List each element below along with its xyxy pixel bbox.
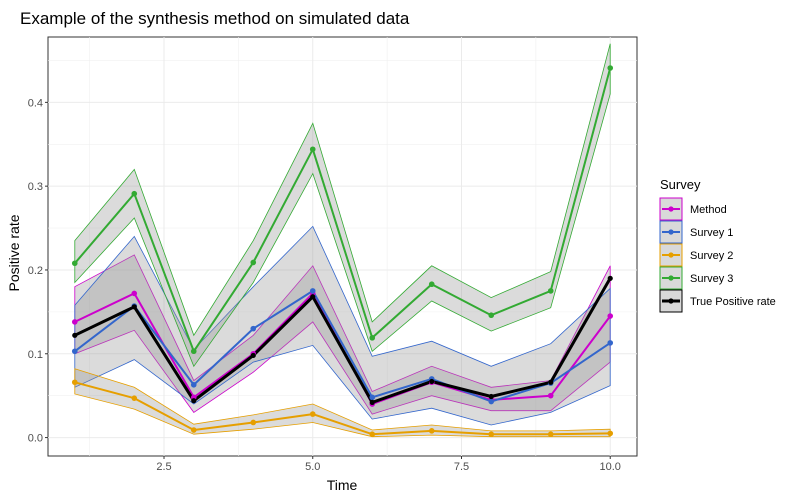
true-positive-rate-point	[310, 294, 316, 300]
legend-label-survey-1: Survey 1	[690, 227, 733, 239]
x-tick-label: 7.5	[454, 461, 469, 473]
true-positive-rate-point	[429, 378, 435, 385]
survey-3-point	[369, 335, 376, 341]
survey-3-point	[190, 348, 197, 355]
survey-3-point	[547, 288, 554, 294]
true-positive-rate-point	[548, 379, 554, 385]
legend-title: Survey	[660, 177, 701, 192]
true-positive-rate-point	[131, 304, 137, 310]
survey-2-point	[369, 431, 376, 438]
legend-key-point	[668, 275, 674, 281]
survey-1-point	[309, 288, 316, 294]
survey-1-point	[250, 325, 257, 332]
legend-key-point	[668, 229, 674, 235]
y-tick-label: 0.0	[28, 433, 43, 445]
survey-1-point	[369, 394, 376, 401]
method-point	[607, 313, 614, 319]
legend-label-survey-2: Survey 2	[690, 250, 733, 262]
x-tick-label: 10.0	[600, 461, 621, 473]
series-points	[71, 65, 614, 438]
survey-2-point	[428, 428, 435, 434]
survey-2-point	[131, 395, 138, 401]
true-positive-rate-point	[488, 393, 494, 400]
legend-key-point	[668, 298, 674, 304]
method-point	[131, 290, 138, 297]
method-point	[71, 319, 78, 325]
survey-3-point	[607, 65, 614, 71]
legend-label-survey-3: Survey 3	[690, 273, 733, 285]
survey-1-line	[74, 289, 611, 403]
y-axis: 0.0 0.1 0.2 0.3 0.4	[28, 97, 48, 445]
true-positive-rate-point	[191, 398, 197, 404]
method-point	[547, 392, 554, 399]
survey-2-line	[74, 381, 611, 436]
survey-1-band	[74, 225, 611, 426]
true-positive-rate-line	[74, 277, 612, 404]
true-positive-rate-point	[250, 352, 256, 359]
x-axis-title: Time	[327, 477, 358, 493]
y-tick-label: 0.3	[28, 181, 43, 193]
legend-label-method: Method	[690, 204, 727, 216]
survey-3-line	[74, 67, 612, 353]
y-tick-label: 0.4	[28, 97, 43, 109]
survey-3-point	[309, 146, 316, 153]
survey-3-point	[488, 312, 495, 319]
survey-2-point	[250, 419, 257, 426]
x-tick-label: 5.0	[305, 461, 320, 473]
survey-2-point	[488, 431, 495, 438]
legend-key-point	[668, 252, 674, 258]
true-positive-rate-point	[369, 399, 375, 405]
series-lines	[74, 67, 612, 436]
legend-label-true-positive-rate: True Positive rate	[690, 296, 776, 308]
survey-3-point	[71, 260, 78, 267]
survey-1-point	[71, 348, 78, 355]
survey-1-point	[190, 381, 197, 388]
survey-2-point	[190, 427, 197, 433]
legend: Survey Method Survey 1 Survey 2 Survey 3 Tru…	[659, 177, 776, 313]
y-tick-label: 0.2	[28, 265, 43, 277]
x-tick-label: 2.5	[156, 461, 171, 473]
y-tick-label: 0.1	[28, 349, 43, 361]
legend-key-point	[668, 206, 674, 212]
y-axis-title: Positive rate	[6, 214, 22, 291]
survey-3-point	[428, 281, 435, 288]
survey-3-point	[131, 190, 138, 197]
survey-2-point	[547, 431, 554, 438]
true-positive-rate-point	[72, 332, 78, 338]
true-positive-rate-point	[607, 275, 613, 281]
x-axis: 2.5 5.0 7.5 10.0	[156, 456, 621, 473]
survey-1-point	[488, 398, 495, 405]
survey-2-point	[309, 411, 316, 417]
survey-3-band	[74, 43, 611, 368]
chart-title: Example of the synthesis method on simul…	[20, 9, 410, 28]
survey-2-point	[71, 379, 78, 386]
survey-1-point	[607, 340, 614, 346]
survey-2-point	[607, 430, 614, 437]
survey-3-point	[250, 259, 257, 266]
